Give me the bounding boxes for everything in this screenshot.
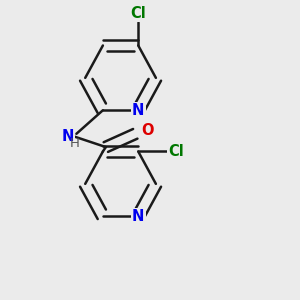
Text: O: O (141, 123, 153, 138)
Text: N: N (61, 129, 74, 144)
Text: N: N (132, 103, 144, 118)
Text: N: N (132, 209, 144, 224)
Text: Cl: Cl (169, 144, 184, 159)
Text: Cl: Cl (130, 6, 146, 21)
Text: H: H (70, 137, 80, 150)
